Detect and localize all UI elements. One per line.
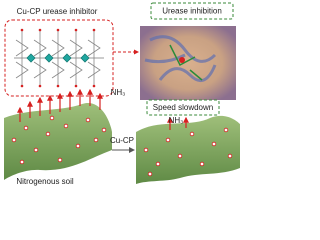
protein [140,26,236,100]
soil-label: Nitrogenous soil [16,177,74,186]
gas-label-left: NH₃ [111,88,126,97]
soil-right [136,115,240,184]
slowdown-box [146,99,220,116]
graphical-abstract: Cu-CP urease inhibitor Urease inhibition [4,2,240,186]
inhibition-label: Urease inhibition [162,7,222,16]
gas-arrows-left [17,88,103,122]
slowdown-label: Speed slowdown [153,103,213,112]
treatment-label: Cu-CP [110,136,134,145]
molecule [14,28,104,88]
inhibitor-label: Cu-CP urease inhibitor [17,7,98,16]
soil-dots-right [143,127,233,177]
gas-arrows-right [167,116,189,130]
inhibition-box [150,2,234,20]
inhibitor-box [4,19,114,97]
soil-dots-left [11,115,107,165]
soil-left [4,102,112,180]
gas-label-right: NH₃ [169,116,184,125]
